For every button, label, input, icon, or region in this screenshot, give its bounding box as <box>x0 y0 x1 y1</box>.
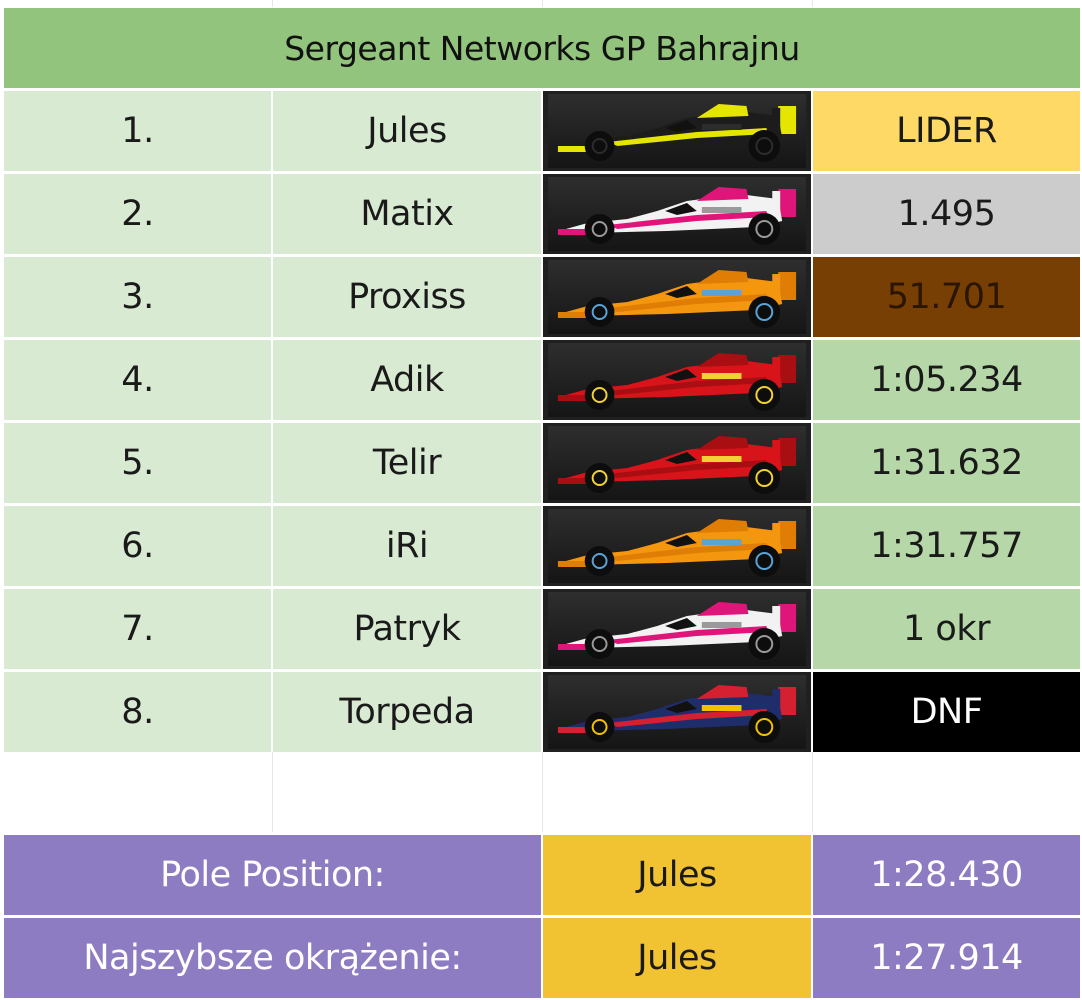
ferrari-car-icon <box>548 343 806 417</box>
result-cell[interactable]: DNF <box>813 672 1080 752</box>
empty-cell[interactable] <box>4 752 271 832</box>
result-cell[interactable]: 1:31.632 <box>813 423 1080 503</box>
result-cell[interactable]: 1 okr <box>813 589 1080 669</box>
driver-name-cell[interactable]: Proxiss <box>273 257 541 337</box>
result-cell[interactable]: 1.495 <box>813 174 1080 254</box>
car-image-cell[interactable] <box>543 340 811 420</box>
mclaren-car-icon <box>548 260 806 334</box>
position-cell[interactable]: 4. <box>4 340 271 420</box>
position-cell[interactable]: 8. <box>4 672 271 752</box>
position-cell[interactable]: 3. <box>4 257 271 337</box>
gridline <box>812 752 813 832</box>
race-title: Sergeant Networks GP Bahrajnu <box>4 8 1080 88</box>
car-image-cell[interactable] <box>543 257 811 337</box>
redbull-car-icon <box>548 675 806 749</box>
result-cell[interactable]: 1:31.757 <box>813 506 1080 586</box>
position-cell[interactable]: 2. <box>4 174 271 254</box>
driver-name-cell[interactable]: Patryk <box>273 589 541 669</box>
result-cell[interactable]: 1:05.234 <box>813 340 1080 420</box>
position-cell[interactable]: 5. <box>4 423 271 503</box>
haas-car-icon <box>548 592 806 666</box>
car-image-cell[interactable] <box>543 672 811 752</box>
empty-cell[interactable] <box>813 752 1080 832</box>
driver-name-cell[interactable]: Jules <box>273 91 541 171</box>
empty-cell[interactable] <box>543 752 811 832</box>
fastest-lap-time[interactable]: 1:27.914 <box>813 918 1080 998</box>
car-image-cell[interactable] <box>543 91 811 171</box>
gridline <box>542 0 543 7</box>
renault-car-icon <box>548 94 806 168</box>
empty-cell[interactable] <box>273 752 541 832</box>
car-image-cell[interactable] <box>543 506 811 586</box>
result-cell[interactable]: LIDER <box>813 91 1080 171</box>
driver-name-cell[interactable]: Matix <box>273 174 541 254</box>
position-cell[interactable]: 1. <box>4 91 271 171</box>
car-image-cell[interactable] <box>543 423 811 503</box>
position-cell[interactable]: 7. <box>4 589 271 669</box>
haas-car-icon <box>548 177 806 251</box>
driver-name-cell[interactable]: Telir <box>273 423 541 503</box>
driver-name-cell[interactable]: Adik <box>273 340 541 420</box>
pole-position-driver[interactable]: Jules <box>543 835 811 915</box>
result-cell[interactable]: 51.701 <box>813 257 1080 337</box>
gridline <box>812 0 813 7</box>
position-cell[interactable]: 6. <box>4 506 271 586</box>
gridline <box>542 752 543 832</box>
driver-name-cell[interactable]: Torpeda <box>273 672 541 752</box>
pole-position-time[interactable]: 1:28.430 <box>813 835 1080 915</box>
mclaren-car-icon <box>548 509 806 583</box>
fastest-lap-driver[interactable]: Jules <box>543 918 811 998</box>
gridline <box>272 0 273 7</box>
car-image-cell[interactable] <box>543 174 811 254</box>
car-image-cell[interactable] <box>543 589 811 669</box>
fastest-lap-label: Najszybsze okrążenie: <box>4 918 541 998</box>
ferrari-car-icon <box>548 426 806 500</box>
gridline <box>272 752 273 832</box>
driver-name-cell[interactable]: iRi <box>273 506 541 586</box>
pole-position-label: Pole Position: <box>4 835 541 915</box>
